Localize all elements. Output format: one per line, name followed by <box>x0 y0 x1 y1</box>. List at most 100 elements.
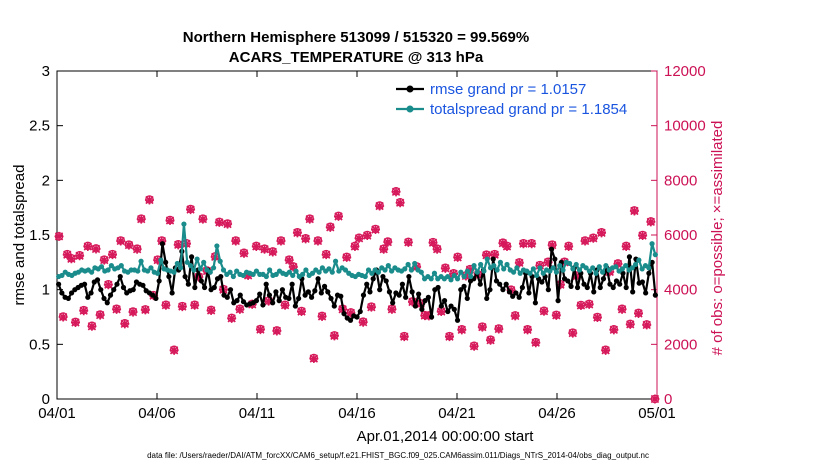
totalspread-point <box>632 261 639 268</box>
obs-assimilated-point <box>395 198 405 208</box>
obs-assimilated-point <box>231 236 241 246</box>
rmse-point <box>464 295 470 302</box>
totalspread-point <box>201 259 207 265</box>
rmse-point <box>532 300 538 306</box>
obs-assimilated-point <box>486 335 496 345</box>
legend-spread-label: totalspread grand pr = 1.1854 <box>430 101 627 118</box>
obs-assimilated-point <box>531 338 541 348</box>
obs-assimilated-point <box>379 244 389 254</box>
y-axis-right: 0 2000 4000 6000 8000 10000 12000 <box>651 63 706 408</box>
obs-assimilated-point <box>494 324 504 334</box>
obs-assimilated-point <box>103 280 113 290</box>
obs-assimilated-point <box>301 234 311 244</box>
rmse-point <box>568 283 574 289</box>
totalspread-point <box>250 271 256 277</box>
obs-assimilated-point <box>498 238 508 248</box>
totalspread-point <box>240 272 246 279</box>
totalspread-point <box>547 268 553 274</box>
rmse-point <box>519 284 526 291</box>
totalspread-point <box>567 260 573 267</box>
obs-assimilated-point <box>243 270 253 280</box>
rmse-point <box>260 302 266 308</box>
obs-assimilated-point <box>638 231 648 241</box>
rmse-point <box>65 295 71 302</box>
rmse-point <box>600 276 607 282</box>
totalspread-point <box>385 263 391 269</box>
rmse-point <box>211 284 217 291</box>
rmse-point <box>545 287 551 293</box>
y2-tick-label: 0 <box>664 391 672 408</box>
obs-assimilated-point <box>572 271 582 281</box>
obs-assimilated-point <box>58 312 68 322</box>
obs-assimilated-point <box>469 341 479 351</box>
rmse-point <box>584 284 590 291</box>
totalspread-point <box>145 268 151 274</box>
obs-assimilated-point <box>107 250 117 260</box>
rmse-point <box>88 290 94 296</box>
totalspread-point <box>619 266 625 272</box>
rmse-point <box>503 281 509 287</box>
obs-assimilated-point <box>617 304 627 314</box>
rmse-point <box>454 317 461 323</box>
obs-count-markers <box>54 187 660 404</box>
rmse-point <box>607 281 613 287</box>
totalspread-point <box>468 273 474 280</box>
rmse-point <box>428 314 435 320</box>
rmse-point <box>107 292 114 298</box>
totalspread-point <box>59 272 65 279</box>
rmse-point <box>403 294 409 300</box>
rmse-point <box>169 290 175 296</box>
y-tick-label: 0.5 <box>29 336 50 353</box>
rmse-point <box>237 292 243 298</box>
rmse-point <box>201 284 208 291</box>
rmse-point <box>484 295 490 302</box>
totalspread-point <box>332 258 339 264</box>
obs-assimilated-point <box>132 244 142 254</box>
totalspread-point <box>491 263 497 269</box>
totalspread-point <box>300 271 306 277</box>
rmse-point <box>279 287 286 293</box>
rmse-point <box>451 306 457 312</box>
obs-assimilated-point <box>194 272 204 282</box>
obs-assimilated-point <box>83 241 93 251</box>
totalspread-point <box>362 273 368 280</box>
totalspread-point <box>481 268 487 274</box>
obs-assimilated-point <box>334 211 344 221</box>
totalspread-point <box>389 268 395 274</box>
totalspread-point <box>303 267 309 273</box>
obs-assimilated-point <box>642 320 652 330</box>
rmse-point <box>101 295 107 302</box>
y2-tick-label: 2000 <box>664 336 697 353</box>
totalspread-point <box>593 270 599 276</box>
rmse-point <box>412 303 418 309</box>
totalspread-point <box>210 265 217 271</box>
totalspread-point <box>570 266 576 272</box>
rmse-point <box>302 292 308 298</box>
rmse-point <box>59 290 65 296</box>
obs-assimilated-point <box>407 297 417 307</box>
obs-assimilated-point <box>288 262 298 272</box>
rmse-point <box>328 295 334 302</box>
rmse-point <box>610 284 616 291</box>
obs-assimilated-point <box>161 300 171 310</box>
totalspread-point <box>458 269 464 275</box>
rmse-point <box>56 281 62 287</box>
y2-axis-label: # of obs: o=possible; ×=assimilated <box>709 121 726 356</box>
obs-assimilated-point <box>169 345 179 355</box>
obs-assimilated-point <box>436 307 446 317</box>
obs-assimilated-point <box>62 250 72 260</box>
rmse-point <box>390 300 396 306</box>
obs-assimilated-point <box>547 240 557 250</box>
obs-assimilated-point <box>264 296 274 306</box>
rmse-point <box>263 281 269 287</box>
obs-assimilated-point <box>54 231 64 241</box>
y-tick-label: 3 <box>42 63 50 80</box>
x-tick-label: 04/06 <box>138 405 176 422</box>
obs-assimilated-point <box>465 265 475 275</box>
rmse-point <box>227 287 234 293</box>
rmse-point <box>513 290 519 296</box>
obs-assimilated-point <box>634 308 644 318</box>
y2-tick-label: 12000 <box>664 63 706 80</box>
rmse-point <box>253 298 260 304</box>
totalspread-point <box>158 257 164 263</box>
